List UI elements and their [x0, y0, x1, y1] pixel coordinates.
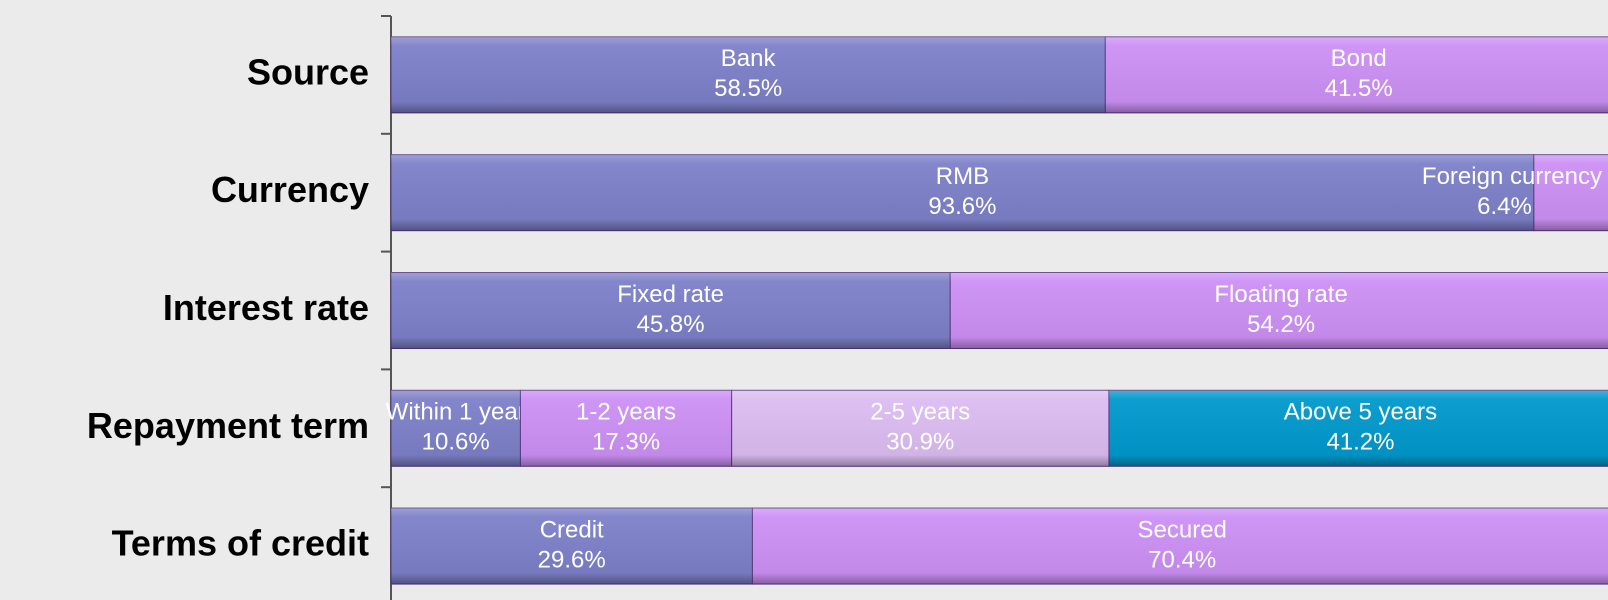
bar-gloss	[391, 36, 1106, 113]
segment-value: 6.4%	[1477, 193, 1532, 220]
segment-value: 10.6%	[422, 429, 490, 456]
segment-value: 54.2%	[1247, 311, 1315, 338]
segment-value: 93.6%	[928, 193, 996, 220]
segment-value: 41.2%	[1326, 429, 1394, 456]
segment-name: Credit	[540, 516, 604, 543]
bar-gloss	[1105, 36, 1608, 113]
segment-value: 30.9%	[886, 429, 954, 456]
segment-name: Bond	[1331, 45, 1387, 72]
category-label: Repayment term	[87, 405, 369, 446]
bar-gloss	[1108, 390, 1608, 467]
segment-name: Bank	[721, 45, 777, 72]
segment-name: 1-2 years	[576, 399, 676, 426]
segment-value: 29.6%	[538, 546, 606, 573]
bar-gloss	[391, 508, 753, 585]
segment-value: 58.5%	[714, 75, 782, 102]
bar-gloss	[752, 508, 1608, 585]
category-label: Source	[247, 51, 369, 92]
segment-name: Floating rate	[1214, 281, 1347, 308]
bar-gloss	[520, 390, 732, 467]
bar-gloss	[391, 154, 1534, 231]
segment-name: Fixed rate	[617, 281, 724, 308]
segment-name: Secured	[1138, 516, 1227, 543]
segment-name: Foreign currency	[1422, 163, 1602, 190]
segment-value: 17.3%	[592, 429, 660, 456]
segment-value: 41.5%	[1325, 75, 1393, 102]
segment-value: 45.8%	[637, 311, 705, 338]
bar-gloss	[1533, 154, 1608, 231]
bar-gloss	[950, 272, 1608, 349]
category-label: Currency	[211, 169, 369, 210]
segment-value: 70.4%	[1148, 546, 1216, 573]
bar-gloss	[391, 390, 521, 467]
segment-name: RMB	[936, 163, 989, 190]
bar-gloss	[391, 272, 951, 349]
category-label: Terms of credit	[112, 523, 369, 564]
segment-name: Above 5 years	[1284, 399, 1437, 426]
category-label: Interest rate	[163, 287, 369, 328]
segment-name: 2-5 years	[870, 399, 970, 426]
bar-gloss	[731, 390, 1109, 467]
segment-name: Within 1 year	[386, 399, 526, 426]
